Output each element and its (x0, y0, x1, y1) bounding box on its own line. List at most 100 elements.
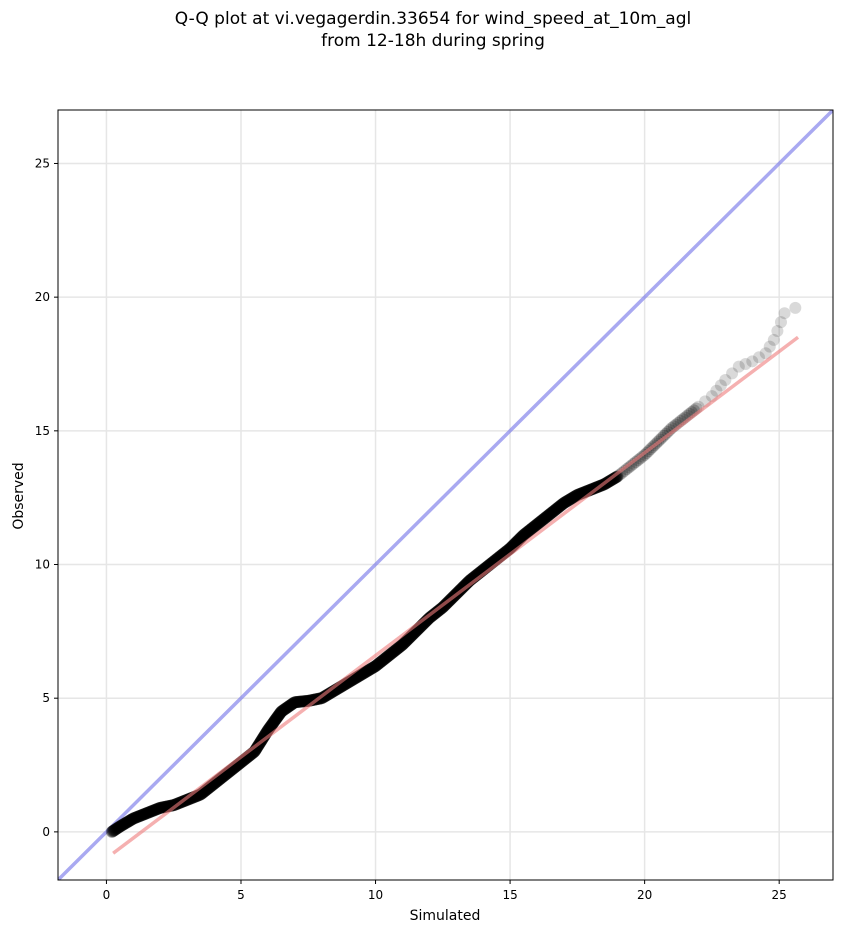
data-point (266, 717, 279, 730)
data-point (281, 701, 294, 714)
y-tick-label: 25 (35, 156, 50, 170)
data-point (523, 524, 536, 537)
data-point (266, 718, 279, 731)
data-point (270, 712, 283, 725)
data-point (529, 519, 542, 532)
data-point (107, 824, 120, 837)
data-point (553, 500, 566, 513)
data-point (390, 643, 403, 656)
data-point (130, 811, 143, 824)
data-point (140, 807, 153, 820)
data-point (361, 664, 374, 677)
data-point (321, 688, 334, 701)
data-point (383, 649, 396, 662)
data-point (157, 801, 170, 814)
x-tick-label: 15 (502, 888, 517, 902)
data-point (372, 658, 385, 671)
data-point (371, 658, 384, 671)
data-point (759, 347, 772, 360)
data-point (516, 530, 529, 543)
data-point (544, 507, 557, 520)
chart-title-line-2: from 12-18h during spring (321, 31, 545, 51)
data-point (398, 636, 411, 649)
data-point (149, 803, 162, 816)
data-point (297, 695, 310, 708)
data-point (719, 374, 732, 387)
data-point (522, 525, 535, 538)
data-point (114, 820, 127, 833)
data-point (539, 511, 552, 524)
data-point (563, 493, 576, 506)
data-point (124, 814, 137, 827)
data-point (531, 517, 544, 530)
data-point (291, 695, 304, 708)
data-point (273, 707, 286, 720)
data-point (512, 534, 525, 547)
data-point (562, 494, 575, 507)
data-point (391, 642, 404, 655)
data-point (547, 505, 560, 518)
data-point (109, 823, 122, 836)
data-point (610, 470, 623, 483)
data-point (524, 523, 537, 536)
data-point (294, 695, 307, 708)
data-point (514, 531, 527, 544)
data-point (422, 612, 435, 625)
data-point (536, 514, 549, 527)
data-point (531, 518, 544, 531)
data-point (560, 495, 573, 508)
x-tick-label: 10 (368, 888, 383, 902)
data-point (393, 640, 406, 653)
data-point (554, 499, 567, 512)
data-point (567, 491, 580, 504)
data-point (527, 521, 540, 534)
data-point (511, 535, 524, 548)
data-point (130, 811, 143, 824)
data-point (269, 714, 282, 727)
data-point (523, 524, 536, 537)
data-point (771, 325, 784, 338)
data-point (274, 706, 287, 719)
data-point (296, 695, 309, 708)
data-point (298, 695, 311, 708)
data-point (364, 663, 377, 676)
x-tick-label: 25 (772, 888, 787, 902)
data-point (281, 701, 294, 714)
data-point (280, 702, 293, 715)
data-point (540, 510, 553, 523)
data-point (269, 713, 282, 726)
data-point (368, 660, 381, 673)
x-tick-label: 20 (637, 888, 652, 902)
data-point (396, 638, 409, 651)
data-point (265, 719, 278, 732)
data-point (135, 809, 148, 822)
data-point (555, 499, 568, 512)
data-point (382, 649, 395, 662)
data-point (287, 697, 300, 710)
data-point (153, 802, 166, 815)
data-point (264, 720, 277, 733)
data-point (377, 654, 390, 667)
data-point (396, 638, 409, 651)
data-point (571, 489, 584, 501)
data-point (569, 490, 582, 503)
data-point (534, 515, 547, 528)
data-point (278, 703, 291, 716)
data-point (515, 531, 528, 544)
data-point (550, 502, 563, 515)
fit-line (112, 335, 800, 855)
data-point (285, 698, 298, 711)
data-point (534, 515, 547, 528)
data-point (548, 504, 561, 517)
data-point (521, 525, 534, 538)
data-point (356, 668, 369, 681)
data-point (364, 662, 377, 675)
data-point (268, 715, 281, 728)
data-point (519, 527, 532, 540)
data-point (528, 519, 541, 532)
data-points (105, 301, 802, 838)
data-point (271, 711, 284, 724)
data-point (270, 712, 283, 725)
data-point (352, 670, 365, 683)
data-point (118, 817, 131, 830)
